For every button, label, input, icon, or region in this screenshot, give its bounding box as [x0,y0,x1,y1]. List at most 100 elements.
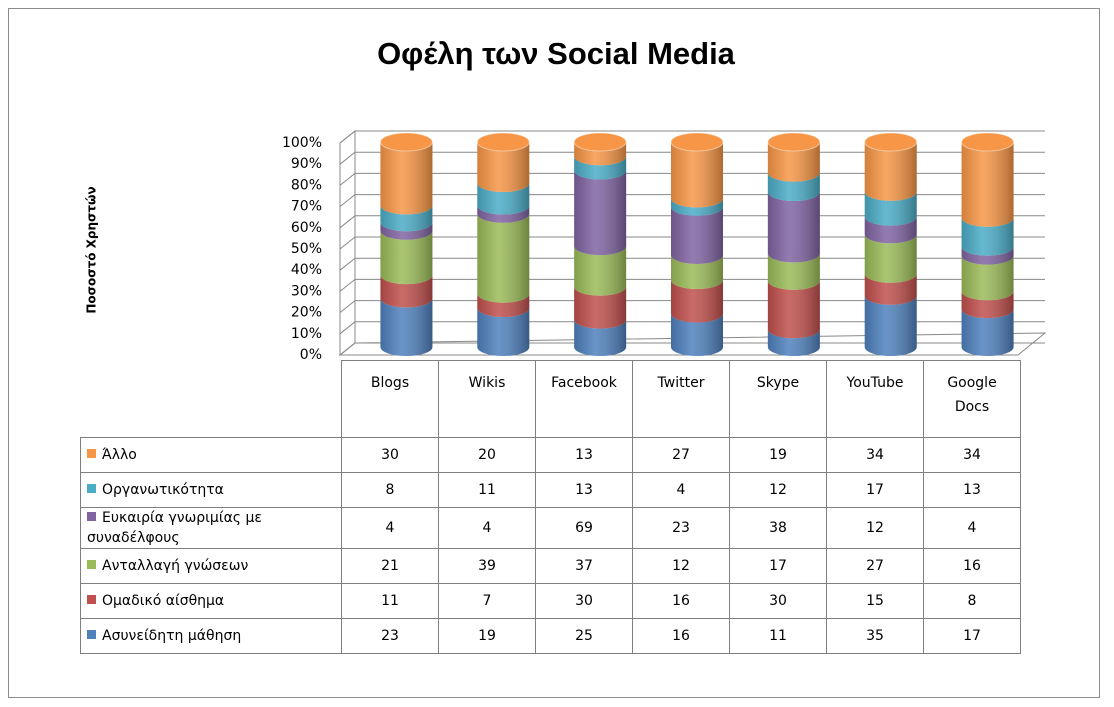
cylinder-segment [477,205,530,223]
table-value: 12 [632,548,730,584]
cylinder-segment [477,213,530,303]
table-value: 19 [729,437,827,473]
table-value: 35 [826,618,924,654]
segment-shade [767,192,820,263]
table-value: 30 [729,583,827,619]
segment-shade [477,142,530,192]
legend-cell: Ευκαιρία γνωριμίας με συναδέλφους [80,507,342,549]
y-tick-label: 90% [291,156,322,172]
cylinder-segment [864,273,917,305]
table-value: 12 [826,507,924,549]
table-value: 69 [535,507,633,549]
legend-label: Άλλο [102,447,137,463]
legend-key [87,595,96,604]
legend-label: Ανταλλαγή γνώσεων [102,558,249,574]
cylinder-segment [671,198,723,216]
table-value: 11 [341,583,439,619]
cylinder-segment [379,132,433,215]
table-value: 17 [826,472,924,508]
segment-shade [767,329,820,356]
cylinder-segment [477,293,530,318]
table-value: 20 [438,437,536,473]
cylinder-segment [477,183,530,215]
cylinder-segment [767,280,820,339]
segment-shade [380,230,433,285]
grid-line [339,130,1045,144]
cylinder-segment [380,275,433,308]
segment-shade [574,170,627,256]
cylinder-top [379,132,433,152]
segment-shade [380,275,433,308]
category-label: Wikis [438,360,536,438]
cylinder-top [767,132,821,152]
y-axis-title: Ποσοστό Χρηστών [85,186,99,313]
segment-shade [380,222,433,240]
legend-label: Οργανωτικότητα [102,482,224,498]
category-label: Twitter [632,360,730,438]
segment-shade [767,172,820,202]
legend-label: Ευκαιρία γνωριμίας με συναδέλφους [87,510,262,546]
cylinder-segment [476,132,530,192]
segment-shade [574,142,627,166]
cylinder-segment [961,291,1014,319]
cylinder-top [573,132,627,152]
segment-shade [671,142,723,208]
cylinder-top [961,132,1015,152]
table-value: 11 [438,472,536,508]
legend-cell: Ομαδικό αίσθημα [80,583,342,619]
segment-shade [574,246,627,296]
table-value: 15 [826,583,924,619]
y-tick-label: 60% [291,220,322,236]
segment-shade [864,216,917,244]
cylinder-segment [767,192,820,263]
cylinder-segment [961,246,1014,265]
table-value: 30 [341,437,439,473]
category-label: Google Docs [923,360,1021,438]
segment-shade [961,217,1014,256]
table-value: 8 [341,472,439,508]
y-tick-label: 0% [300,347,322,363]
table-value: 23 [632,507,730,549]
legend-label: Ομαδικό αίσθημα [102,593,225,609]
legend-key [87,449,96,458]
segment-shade [671,313,723,356]
table-value: 34 [923,437,1021,473]
table-row: Οργανωτικότητα 8 11 13 4 12 17 13 [80,472,1021,508]
cylinder-segment [380,222,433,240]
cylinder-segment [961,132,1015,227]
legend-key [87,512,96,521]
y-tick-label: 80% [291,177,322,193]
cylinder-segment [574,319,627,356]
table-value: 37 [535,548,633,584]
legend-label: Ασυνείδητη μάθηση [102,628,242,644]
segment-shade [477,213,530,303]
category-label: YouTube [826,360,924,438]
table-value: 21 [341,548,439,584]
y-tick-label: 20% [291,305,322,321]
segment-shade [767,142,820,182]
segment-shade [961,309,1014,356]
cylinder-segment [864,295,917,356]
table-corner [81,361,342,438]
segment-shade [477,308,530,356]
table-value: 13 [535,472,633,508]
cylinder-top [476,132,530,152]
cylinder-segment [574,286,627,329]
cylinder-segment [477,308,530,356]
legend-cell: Οργανωτικότητα [80,472,342,508]
segment-shade [864,273,917,305]
cylinder-top [670,132,724,152]
cylinder-segment [574,170,627,256]
table-value: 12 [729,472,827,508]
table-value: 30 [535,583,633,619]
segment-shade [961,255,1014,301]
cylinder-segment [671,254,723,290]
segment-shade [477,293,530,318]
legend-cell: Ασυνείδητη μάθηση [80,618,342,654]
segment-shade [380,205,433,232]
table-value: 11 [729,618,827,654]
segment-shade [961,246,1014,265]
segment-shade [767,280,820,339]
